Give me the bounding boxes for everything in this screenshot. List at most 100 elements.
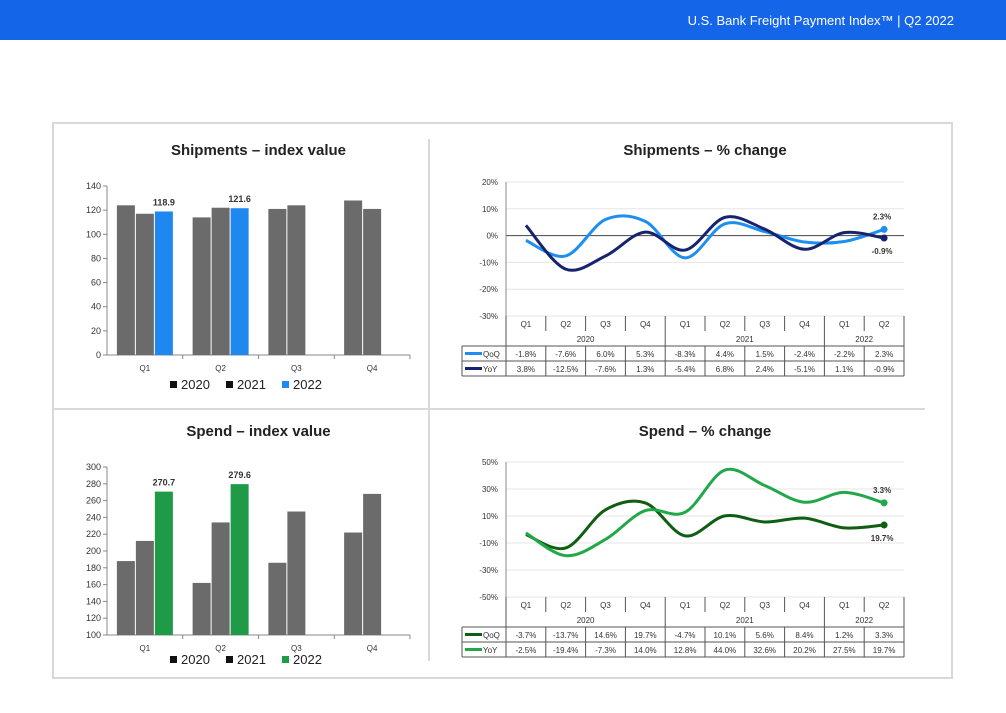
legend-swatch	[282, 656, 289, 663]
table-cell: 2.4%	[756, 365, 774, 374]
table-cell: -13.7%	[553, 631, 578, 640]
y-tick-label: 40	[91, 302, 101, 312]
table-cell: 10.1%	[714, 631, 737, 640]
table-year-label: 2020	[577, 616, 595, 625]
table-cell: -0.9%	[874, 365, 895, 374]
table-cell: -5.4%	[675, 365, 696, 374]
bar-2022	[154, 211, 173, 355]
y-tick-label: 60	[91, 278, 101, 288]
bar-data-label: 270.7	[153, 478, 176, 488]
x-tick-label: Q1	[140, 364, 151, 373]
end-point-QoQ	[880, 521, 888, 529]
table-cell: -1.8%	[515, 350, 536, 359]
x-tick-label: Q3	[291, 364, 302, 373]
legend-label: 2020	[181, 652, 210, 667]
table-quarter-label: Q2	[720, 320, 731, 329]
y-tick-label: 220	[86, 529, 101, 539]
table-cell: -19.4%	[553, 646, 578, 655]
bar-2020	[192, 217, 211, 355]
bar-2020	[268, 562, 287, 635]
table-cell: -2.2%	[834, 350, 855, 359]
bar-2021	[363, 208, 382, 355]
table-quarter-label: Q1	[521, 320, 532, 329]
y-tick-label: 30%	[482, 485, 498, 494]
table-year-label: 2021	[736, 335, 754, 344]
bar-2020	[268, 208, 287, 355]
table-quarter-label: Q2	[879, 320, 890, 329]
y-tick-label: 120	[86, 613, 101, 623]
y-tick-label: 80	[91, 253, 101, 263]
y-tick-label: 120	[86, 205, 101, 215]
table-quarter-label: Q4	[640, 601, 651, 610]
report-title: U.S. Bank Freight Payment Index™ | Q2 20…	[687, 13, 954, 28]
y-tick-label: -30%	[479, 312, 498, 321]
table-cell: 6.8%	[716, 365, 734, 374]
legend-label: 2022	[293, 377, 322, 392]
table-quarter-label: Q1	[680, 320, 691, 329]
table-cell: 1.5%	[756, 350, 774, 359]
table-quarter-label: Q3	[759, 601, 770, 610]
x-tick-label: Q4	[367, 364, 378, 373]
bar-2021	[211, 207, 230, 355]
bar-2021	[135, 540, 154, 635]
y-tick-label: 100	[86, 229, 101, 239]
table-quarter-label: Q1	[521, 601, 532, 610]
end-value-label: 2.3%	[873, 212, 891, 221]
table-cell: 8.4%	[795, 631, 813, 640]
x-tick-label: Q1	[140, 644, 151, 653]
table-series-name: YoY	[483, 365, 498, 374]
table-cell: 14.6%	[594, 631, 617, 640]
bar-2021	[287, 205, 306, 355]
table-quarter-label: Q2	[560, 601, 571, 610]
table-cell: 1.2%	[835, 631, 853, 640]
y-tick-label: 10%	[482, 512, 498, 521]
bar-data-label: 118.9	[153, 197, 175, 207]
table-cell: 12.8%	[674, 646, 697, 655]
bar-data-label: 121.6	[228, 194, 251, 204]
y-tick-label: -10%	[479, 539, 498, 548]
bar-data-label: 279.6	[228, 470, 251, 480]
table-quarter-label: Q2	[560, 320, 571, 329]
y-tick-label: 260	[86, 496, 101, 506]
y-tick-label: 140	[86, 181, 101, 191]
legend-label: 2020	[181, 377, 210, 392]
y-tick-label: 200	[86, 546, 101, 556]
table-quarter-label: Q3	[600, 320, 611, 329]
top-banner: U.S. Bank Freight Payment Index™ | Q2 20…	[0, 0, 1006, 40]
y-tick-label: -50%	[479, 593, 498, 602]
bar-2020	[116, 205, 135, 355]
y-tick-label: 100	[86, 630, 101, 640]
table-cell: 20.2%	[793, 646, 816, 655]
table-year-label: 2021	[736, 616, 754, 625]
y-tick-label: 300	[86, 462, 101, 472]
y-tick-label: -20%	[479, 285, 498, 294]
series-line-YoY	[525, 467, 885, 558]
table-cell: 27.5%	[833, 646, 856, 655]
y-tick-label: 0	[96, 350, 101, 360]
bar-2020	[116, 561, 135, 635]
bar-2021	[211, 522, 230, 635]
table-quarter-label: Q1	[680, 601, 691, 610]
y-tick-label: 280	[86, 479, 101, 489]
y-tick-label: 240	[86, 512, 101, 522]
legend-swatch	[226, 381, 233, 388]
table-series-name: QoQ	[483, 350, 500, 359]
legend-label: 2022	[293, 652, 322, 667]
legend-swatch	[170, 656, 177, 663]
bar-2022	[154, 491, 173, 635]
table-cell: -12.5%	[553, 365, 578, 374]
table-cell: 19.7%	[873, 646, 896, 655]
bar-2021	[363, 493, 382, 635]
legend-swatch	[170, 381, 177, 388]
table-cell: 3.8%	[517, 365, 535, 374]
table-cell: 2.3%	[875, 350, 893, 359]
end-point-YoY	[880, 234, 888, 242]
horizontal-divider	[54, 408, 925, 410]
table-cell: 44.0%	[714, 646, 737, 655]
legend-label: 2021	[237, 377, 266, 392]
table-cell: 19.7%	[634, 631, 657, 640]
series-line-QoQ	[525, 499, 885, 551]
series-line-YoY	[524, 215, 885, 272]
y-tick-label: 160	[86, 580, 101, 590]
